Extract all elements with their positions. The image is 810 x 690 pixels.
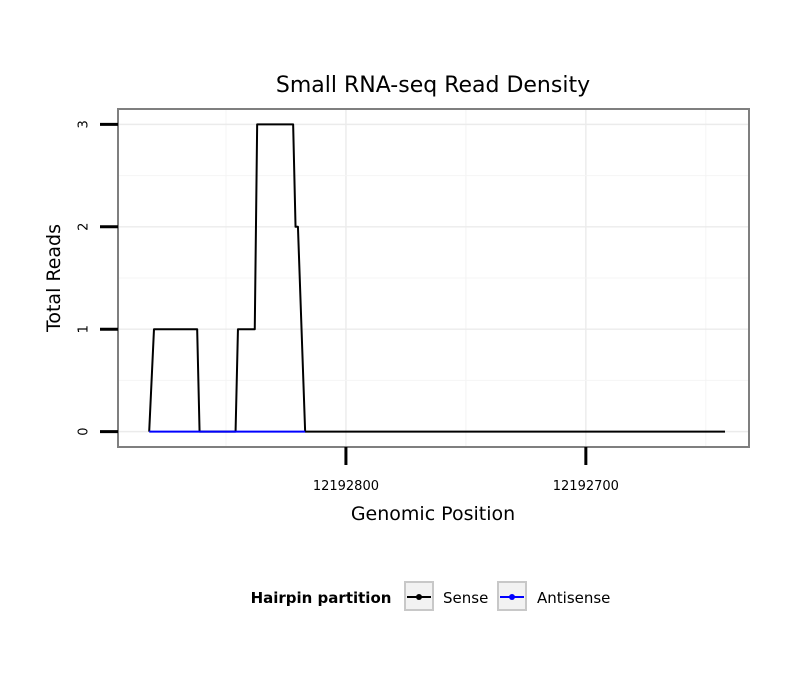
chart-title: Small RNA-seq Read Density — [276, 73, 590, 98]
y-axis-title: Total Reads — [43, 224, 65, 333]
legend-point-sense — [416, 594, 422, 600]
y-tick-label: 0 — [77, 427, 92, 435]
x-tick-label: 12192700 — [553, 479, 619, 494]
x-axis-title: Genomic Position — [351, 503, 515, 525]
legend-point-antisense — [509, 594, 515, 600]
series-lines — [148, 123, 726, 433]
legend-label-sense: Sense — [443, 589, 488, 607]
series-line-sense — [148, 123, 726, 433]
legend: Hairpin partition Sense Antisense — [251, 581, 610, 611]
legend-label-antisense: Antisense — [537, 589, 610, 607]
axes: 0 1 2 3 12192800 12192700 — [77, 120, 619, 494]
y-tick-label: 3 — [77, 120, 92, 128]
y-tick-label: 2 — [77, 223, 92, 231]
y-tick-label: 1 — [77, 325, 92, 333]
legend-title: Hairpin partition — [251, 589, 392, 607]
x-tick-label: 12192800 — [313, 479, 379, 494]
plot-panel-border — [117, 108, 750, 448]
grid-lines — [118, 109, 749, 447]
